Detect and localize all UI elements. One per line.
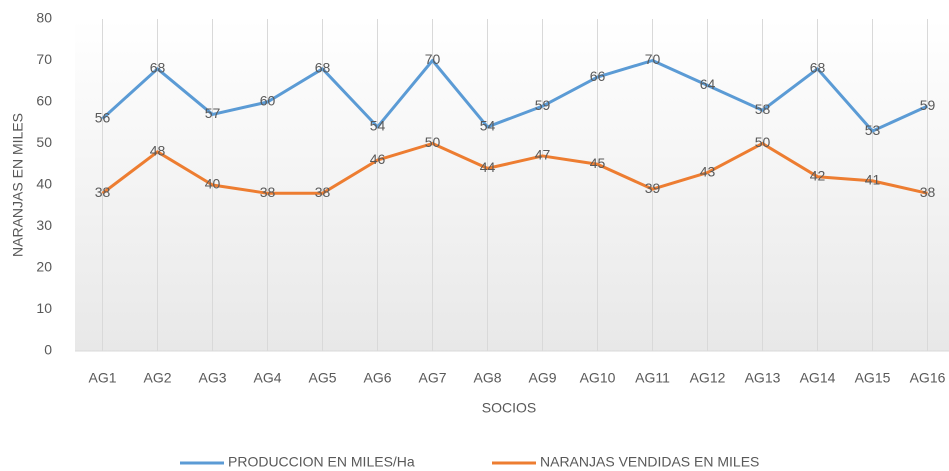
x-tick-label: AG13 <box>745 370 781 386</box>
data-label: 40 <box>205 176 221 192</box>
series-line <box>101 59 929 133</box>
y-tick-label: 50 <box>36 134 52 150</box>
x-tick-label: AG14 <box>800 370 836 386</box>
data-label: 44 <box>480 159 496 175</box>
data-label: 53 <box>865 122 881 138</box>
y-tick-label: 0 <box>44 342 52 358</box>
x-tick-label: AG9 <box>528 370 556 386</box>
y-tick-label: 80 <box>36 10 52 26</box>
data-label: 70 <box>425 51 441 67</box>
x-axis-label: SOCIOS <box>482 400 536 416</box>
x-tick-label: AG6 <box>363 370 391 386</box>
x-tick-label: AG2 <box>143 370 171 386</box>
data-label: 42 <box>810 167 826 183</box>
data-label: 38 <box>260 184 276 200</box>
x-tick-label: AG3 <box>198 370 226 386</box>
y-tick-label: 70 <box>36 51 52 67</box>
data-label: 68 <box>810 60 826 76</box>
x-tick-label: AG15 <box>855 370 891 386</box>
data-label: 59 <box>920 97 936 113</box>
x-tick-label: AG4 <box>253 370 281 386</box>
data-label: 68 <box>315 60 331 76</box>
data-label: 66 <box>590 68 606 84</box>
data-label: 48 <box>150 143 166 159</box>
y-tick-label: 30 <box>36 217 52 233</box>
series-line <box>101 142 928 195</box>
y-axis-label: NARANJAS EN MILES <box>10 113 26 257</box>
data-label: 60 <box>260 93 276 109</box>
legend-label: PRODUCCION EN MILES/Ha <box>228 454 415 470</box>
x-tick-label: AG5 <box>308 370 336 386</box>
x-tick-label: AG16 <box>910 370 946 386</box>
data-label: 50 <box>425 134 441 150</box>
data-label: 38 <box>95 184 111 200</box>
data-label: 47 <box>535 147 551 163</box>
y-tick-label: 40 <box>36 176 52 192</box>
data-label: 59 <box>535 97 551 113</box>
y-tick-label: 20 <box>36 259 52 275</box>
legend-label: NARANJAS VENDIDAS EN MILES <box>540 454 759 470</box>
data-label: 54 <box>370 118 386 134</box>
y-tick-label: 10 <box>36 300 52 316</box>
data-label: 68 <box>150 60 166 76</box>
data-label: 50 <box>755 134 771 150</box>
data-label: 70 <box>645 51 661 67</box>
data-label: 39 <box>645 180 661 196</box>
data-label: 45 <box>590 155 606 171</box>
data-label: 46 <box>370 151 386 167</box>
x-tick-label: AG10 <box>580 370 616 386</box>
data-label: 64 <box>700 76 716 92</box>
x-tick-label: AG11 <box>635 370 670 386</box>
data-label: 43 <box>700 163 716 179</box>
y-tick-label: 60 <box>36 93 52 109</box>
x-tick-label: AG8 <box>473 370 501 386</box>
data-label: 38 <box>315 184 331 200</box>
data-label: 41 <box>865 172 881 188</box>
x-tick-label: AG7 <box>418 370 446 386</box>
x-tick-label: AG12 <box>690 370 726 386</box>
data-label: 54 <box>480 118 496 134</box>
data-label: 57 <box>205 105 221 121</box>
data-label: 56 <box>95 109 111 125</box>
x-tick-label: AG1 <box>88 370 116 386</box>
data-label: 38 <box>920 184 936 200</box>
data-label: 58 <box>755 101 771 117</box>
